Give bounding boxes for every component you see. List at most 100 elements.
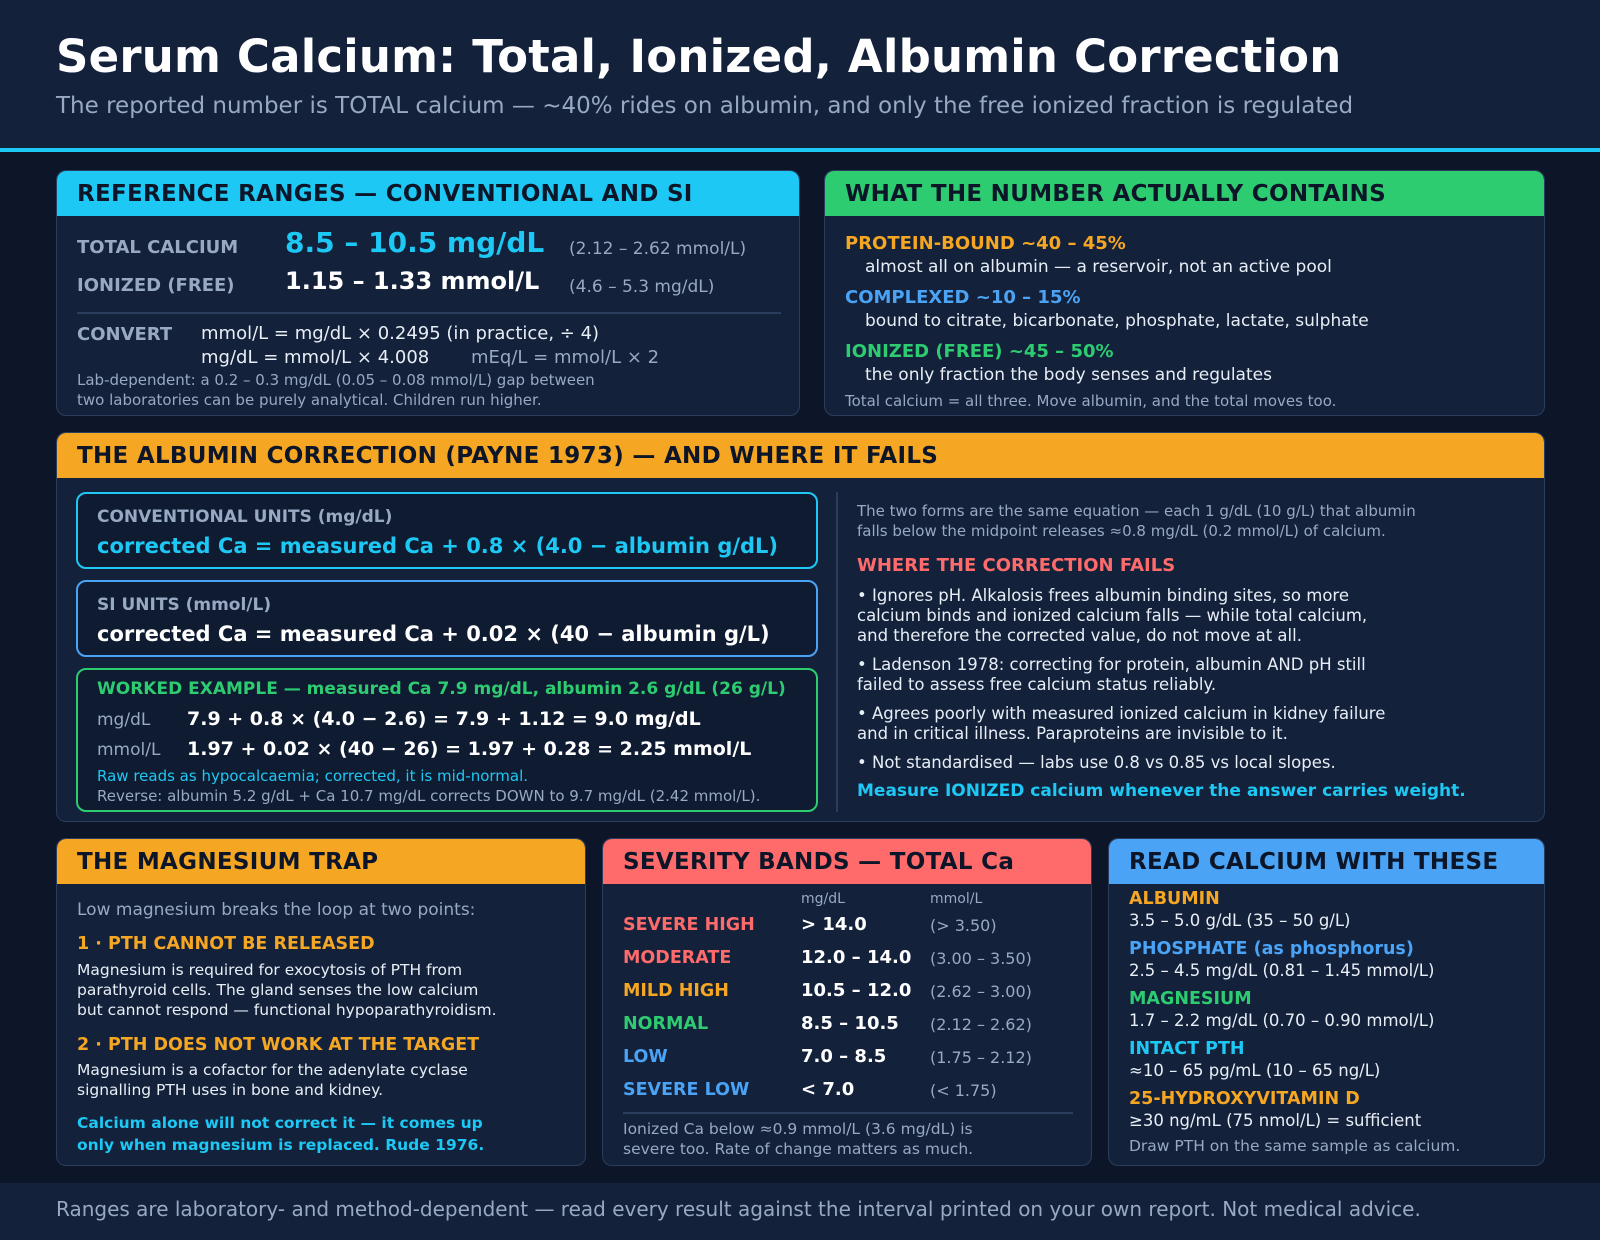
severity-row-si: (2.12 – 2.62) — [930, 1015, 1032, 1034]
fail-bullet-3a: • Agrees poorly with measured ionized ca… — [857, 704, 1386, 723]
fails-title: WHERE THE CORRECTION FAILS — [857, 555, 1176, 576]
si-formula-box: SI UNITS (mmol/L) corrected Ca = measure… — [76, 580, 818, 657]
ionized-conv: (4.6 – 5.3 mg/dL) — [569, 277, 715, 297]
equation-intro-1: The two forms are the same equation — ea… — [857, 502, 1416, 520]
fail-bullet-3b: and in critical illness. Paraproteins ar… — [857, 724, 1288, 743]
complexed-title: COMPLEXED ~10 – 15% — [845, 287, 1081, 308]
read-with-item-name: ALBUMIN — [1129, 889, 1220, 909]
page-footer: Ranges are laboratory- and method-depend… — [0, 1183, 1600, 1240]
read-with-item-range: 2.5 – 4.5 mg/dL (0.81 – 1.45 mmol/L) — [1129, 961, 1435, 980]
severity-row-si: (1.75 – 2.12) — [930, 1048, 1032, 1067]
page-title: Serum Calcium: Total, Ionized, Albumin C… — [56, 30, 1342, 83]
read-with-item-range: 3.5 – 5.0 g/dL (35 – 50 g/L) — [1129, 911, 1351, 930]
conventional-formula-box: CONVENTIONAL UNITS (mg/dL) corrected Ca … — [76, 492, 818, 569]
ionized-free-title: IONIZED (FREE) ~45 – 50% — [845, 341, 1114, 362]
header-divider — [0, 148, 1600, 152]
page-header: Serum Calcium: Total, Ionized, Albumin C… — [0, 0, 1600, 148]
magnesium-point-1-line-3: but cannot respond — functional hypopara… — [77, 1001, 497, 1019]
convert-line-2a: mg/dL = mmol/L × 4.008 — [201, 347, 430, 368]
albumin-correction-heading: THE ALBUMIN CORRECTION (PAYNE 1973) — AN… — [57, 433, 1544, 478]
total-calcium-label: TOTAL CALCIUM — [77, 237, 239, 258]
fail-bullet-1a: • Ignores pH. Alkalosis frees albumin bi… — [857, 586, 1349, 605]
convert-label: CONVERT — [77, 324, 173, 345]
severity-row-si: (< 1.75) — [930, 1081, 997, 1100]
example-unit-mgdl: mg/dL — [97, 710, 151, 730]
magnesium-conclusion-2: only when magnesium is replaced. Rude 19… — [77, 1136, 485, 1154]
read-with-item-name: 25-HYDROXYVITAMIN D — [1129, 1089, 1360, 1109]
severity-row-si: (> 3.50) — [930, 916, 997, 935]
footer-disclaimer: Ranges are laboratory- and method-depend… — [56, 1197, 1421, 1221]
total-calcium-value: 8.5 – 10.5 mg/dL — [285, 226, 545, 259]
severity-bands-card: SEVERITY BANDS — TOTAL Ca mg/dL mmol/L S… — [602, 838, 1092, 1166]
magnesium-conclusion-1: Calcium alone will not correct it — it c… — [77, 1114, 483, 1132]
reference-divider — [77, 312, 781, 314]
equation-intro-2: falls below the midpoint releases ≈0.8 m… — [857, 522, 1386, 540]
severity-note-2: severe too. Rate of change matters as mu… — [623, 1140, 974, 1158]
si-formula: corrected Ca = measured Ca + 0.02 × (40 … — [97, 622, 770, 646]
worked-example-label: WORKED EXAMPLE — measured Ca 7.9 mg/dL, … — [97, 679, 786, 699]
read-with-item-name: INTACT PTH — [1129, 1039, 1245, 1059]
contains-heading: WHAT THE NUMBER ACTUALLY CONTAINS — [825, 171, 1544, 216]
convert-line-1: mmol/L = mg/dL × 0.2495 (in practice, ÷ … — [201, 323, 600, 344]
read-with-item-name: PHOSPHATE (as phosphorus) — [1129, 939, 1414, 959]
total-calcium-si: (2.12 – 2.62 mmol/L) — [569, 239, 747, 259]
conventional-units-label: CONVENTIONAL UNITS (mg/dL) — [97, 507, 393, 527]
example-calc-mmol: 1.97 + 0.02 × (40 − 26) = 1.97 + 0.28 = … — [187, 738, 752, 760]
ionized-value: 1.15 – 1.33 mmol/L — [285, 267, 540, 295]
protein-bound-desc: almost all on albumin — a reservoir, not… — [865, 257, 1332, 277]
read-with-card: READ CALCIUM WITH THESE ALBUMIN 3.5 – 5.0… — [1108, 838, 1545, 1166]
read-with-item-range: ≈10 – 65 pg/mL (10 – 65 ng/L) — [1129, 1061, 1381, 1080]
reference-ranges-card: REFERENCE RANGES — CONVENTIONAL AND SI T… — [56, 170, 800, 416]
ionized-label: IONIZED (FREE) — [77, 275, 235, 296]
page-subtitle: The reported number is TOTAL calcium — ~… — [56, 93, 1354, 119]
severity-row-label: MILD HIGH — [623, 981, 729, 1001]
read-with-item-range: 1.7 – 2.2 mg/dL (0.70 – 0.90 mmol/L) — [1129, 1011, 1435, 1030]
example-note-2: Reverse: albumin 5.2 g/dL + Ca 10.7 mg/d… — [97, 787, 761, 805]
fail-bullet-2a: • Ladenson 1978: correcting for protein,… — [857, 655, 1366, 674]
severity-row-conv: 10.5 – 12.0 — [801, 980, 912, 1001]
severity-col-conv: mg/dL — [801, 891, 845, 907]
conventional-formula: corrected Ca = measured Ca + 0.8 × (4.0 … — [97, 534, 779, 558]
example-unit-mmol: mmol/L — [97, 740, 161, 760]
magnesium-point-1-line-2: parathyroid cells. The gland senses the … — [77, 981, 479, 999]
reference-note-2: two laboratories can be purely analytica… — [77, 391, 542, 409]
fail-bullet-4: • Not standardised — labs use 0.8 vs 0.8… — [857, 753, 1336, 772]
magnesium-point-2-title: 2 · PTH DOES NOT WORK AT THE TARGET — [77, 1035, 480, 1055]
severity-row-conv: < 7.0 — [801, 1079, 855, 1100]
fail-bullet-2b: failed to assess free calcium status rel… — [857, 675, 1217, 694]
severity-row-label: MODERATE — [623, 948, 732, 968]
contains-card: WHAT THE NUMBER ACTUALLY CONTAINS PROTEI… — [824, 170, 1545, 416]
reference-note-1: Lab-dependent: a 0.2 – 0.3 mg/dL (0.05 –… — [77, 371, 595, 389]
complexed-desc: bound to citrate, bicarbonate, phosphate… — [865, 311, 1369, 331]
severity-note-1: Ionized Ca below ≈0.9 mmol/L (3.6 mg/dL)… — [623, 1120, 973, 1138]
magnesium-point-2-line-1: Magnesium is a cofactor for the adenylat… — [77, 1061, 468, 1079]
severity-divider — [623, 1112, 1073, 1114]
protein-bound-title: PROTEIN-BOUND ~40 – 45% — [845, 233, 1126, 254]
magnesium-intro: Low magnesium breaks the loop at two poi… — [77, 900, 476, 920]
severity-row-label: SEVERE HIGH — [623, 915, 755, 935]
si-units-label: SI UNITS (mmol/L) — [97, 595, 272, 615]
fail-bullet-1c: and therefore the corrected value, do no… — [857, 626, 1302, 645]
magnesium-heading: THE MAGNESIUM TRAP — [57, 839, 585, 884]
read-with-note: Draw PTH on the same sample as calcium. — [1129, 1137, 1461, 1155]
magnesium-point-1-line-1: Magnesium is required for exocytosis of … — [77, 961, 463, 979]
severity-row-conv: 7.0 – 8.5 — [801, 1046, 887, 1067]
read-with-item-range: ≥30 ng/mL (75 nmol/L) = sufficient — [1129, 1111, 1422, 1130]
albumin-conclusion: Measure IONIZED calcium whenever the ans… — [857, 781, 1466, 801]
read-with-item-name: MAGNESIUM — [1129, 989, 1252, 1009]
severity-row-si: (3.00 – 3.50) — [930, 949, 1032, 968]
fail-bullet-1b: calcium binds and ionized calcium falls … — [857, 606, 1368, 625]
read-with-heading: READ CALCIUM WITH THESE — [1109, 839, 1544, 884]
severity-row-si: (2.62 – 3.00) — [930, 982, 1032, 1001]
ionized-free-desc: the only fraction the body senses and re… — [865, 365, 1272, 385]
contains-note: Total calcium = all three. Move albumin,… — [845, 392, 1337, 410]
severity-heading: SEVERITY BANDS — TOTAL Ca — [603, 839, 1091, 884]
severity-row-conv: 12.0 – 14.0 — [801, 947, 912, 968]
example-note-1: Raw reads as hypocalcaemia; corrected, i… — [97, 767, 529, 785]
reference-ranges-heading: REFERENCE RANGES — CONVENTIONAL AND SI — [57, 171, 799, 216]
severity-row-conv: > 14.0 — [801, 914, 867, 935]
magnesium-trap-card: THE MAGNESIUM TRAP Low magnesium breaks … — [56, 838, 586, 1166]
magnesium-point-1-title: 1 · PTH CANNOT BE RELEASED — [77, 934, 375, 954]
severity-row-label: SEVERE LOW — [623, 1080, 750, 1100]
severity-row-conv: 8.5 – 10.5 — [801, 1013, 899, 1034]
